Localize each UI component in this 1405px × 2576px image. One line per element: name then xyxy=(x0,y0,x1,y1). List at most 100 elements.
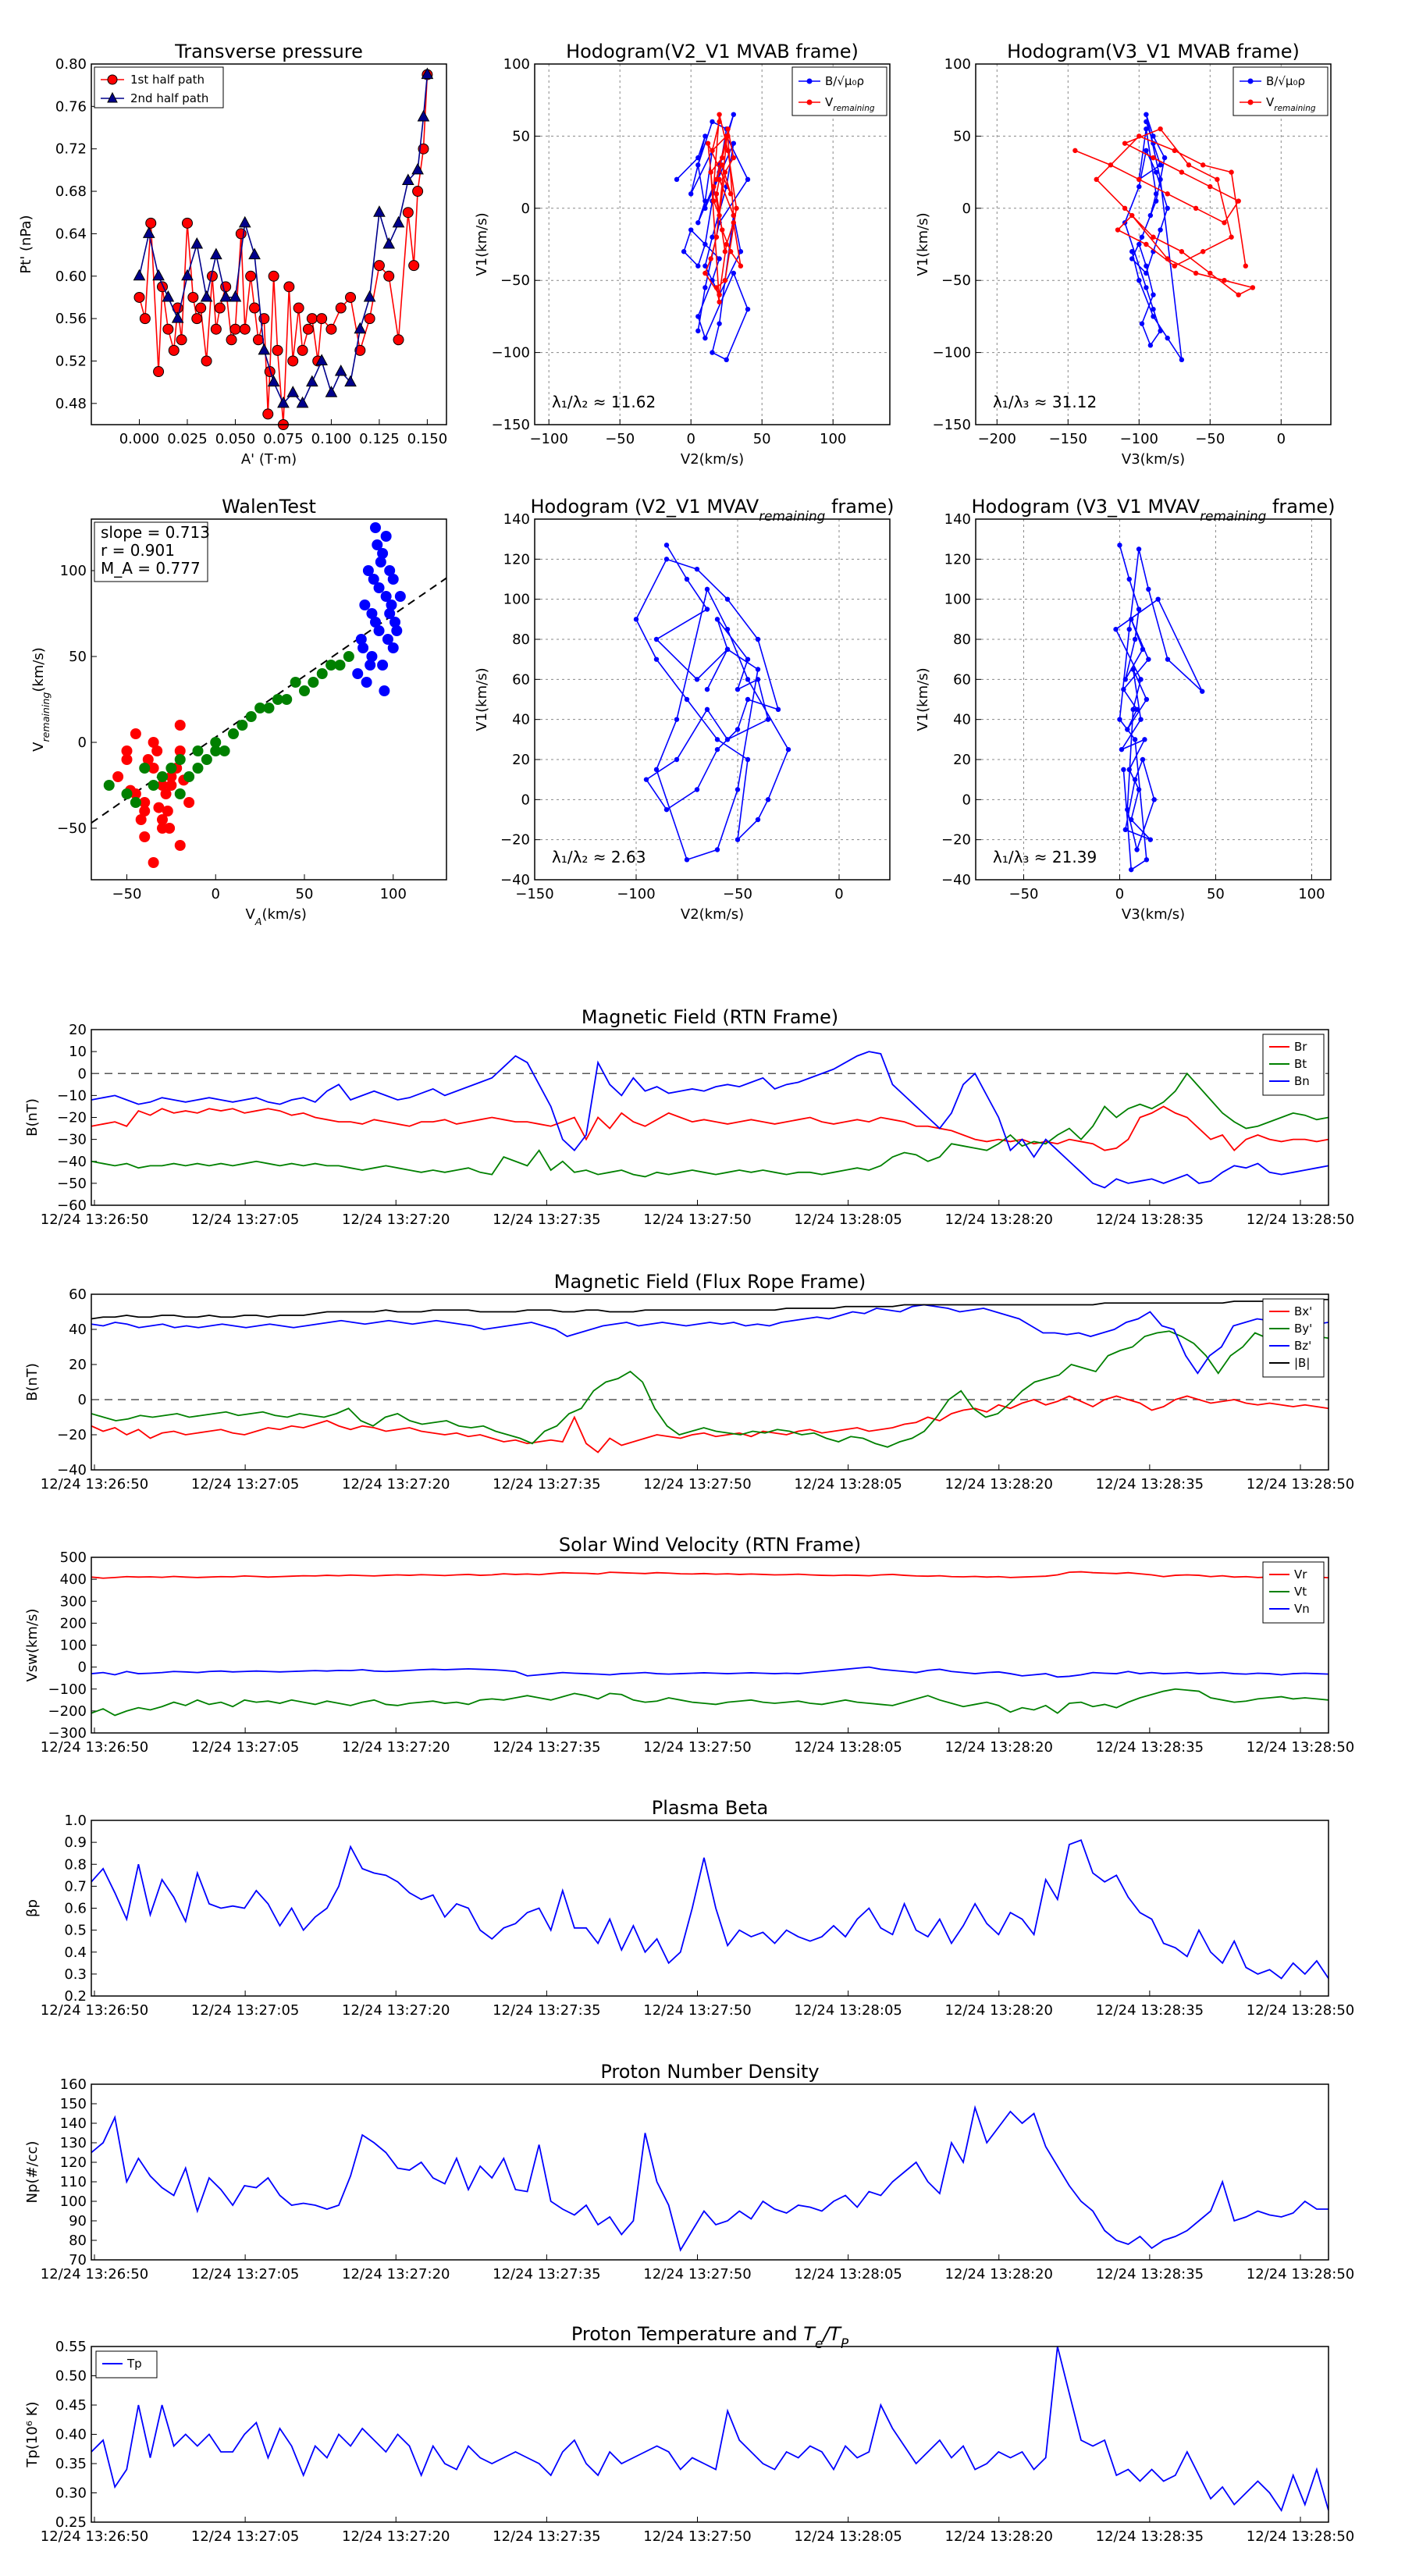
plot-area xyxy=(91,1298,1329,1453)
data-point xyxy=(1229,234,1234,240)
x-tick-label: 12/24 13:27:05 xyxy=(191,2528,299,2545)
x-tick-label: −50 xyxy=(605,431,635,447)
data-point xyxy=(731,141,736,146)
data-point xyxy=(130,728,141,739)
y-tick-label: 0.55 xyxy=(55,2339,87,2355)
data-point xyxy=(684,576,690,582)
data-point xyxy=(306,313,318,325)
data-point xyxy=(695,155,701,161)
data-point xyxy=(393,334,404,346)
data-point xyxy=(713,285,720,290)
legend-label: Bx' xyxy=(1294,1304,1312,1318)
data-point xyxy=(219,290,232,302)
y-tick-label: 100 xyxy=(944,592,971,608)
y-tick-label: 50 xyxy=(512,128,530,144)
plot-frame xyxy=(534,518,891,881)
chart-title: Solar Wind Velocity (RTN Frame) xyxy=(559,1534,861,1556)
x-tick-label: 12/24 13:26:50 xyxy=(41,1476,148,1493)
data-point xyxy=(174,745,186,756)
data-point xyxy=(1229,169,1234,175)
data-point xyxy=(731,220,736,226)
data-point xyxy=(725,133,731,139)
x-tick-label: −100 xyxy=(1120,431,1158,447)
data-point xyxy=(365,660,376,671)
data-point xyxy=(727,249,734,254)
data-point xyxy=(133,291,145,303)
data-point xyxy=(1158,176,1163,183)
x-tick-label: 0 xyxy=(212,886,220,902)
data-point xyxy=(1144,263,1149,269)
data-point xyxy=(187,291,199,303)
alfven-mach-value: M_A = 0.777 xyxy=(101,559,201,578)
data-point xyxy=(334,660,346,671)
data-point xyxy=(724,357,729,363)
y-tick-label: 100 xyxy=(60,563,87,579)
data-point xyxy=(1200,688,1205,694)
y-tick-label: 0 xyxy=(521,792,530,808)
data-point xyxy=(717,119,722,125)
y-tick-label: 0 xyxy=(78,735,87,751)
x-tick-label: −50 xyxy=(1195,431,1225,447)
data-point xyxy=(1144,148,1149,154)
y-tick-label: 0.80 xyxy=(55,56,87,73)
y-tick-label: 0.72 xyxy=(55,141,87,158)
x-tick-label: 0 xyxy=(686,431,695,447)
data-point xyxy=(148,737,159,748)
y-tick-label: 120 xyxy=(944,551,971,568)
data-point xyxy=(1121,767,1126,773)
data-point xyxy=(1134,847,1140,852)
data-point xyxy=(724,596,731,602)
legend-label: By' xyxy=(1294,1322,1312,1336)
data-point xyxy=(702,241,708,247)
y-axis-label: B(nT) xyxy=(24,1363,41,1401)
data-point xyxy=(1125,727,1130,732)
data-point xyxy=(1129,256,1135,262)
data-point xyxy=(359,600,371,610)
series-line xyxy=(91,2347,1329,2513)
data-point xyxy=(694,677,700,682)
y-tick-label: −20 xyxy=(941,832,971,849)
data-point xyxy=(344,375,357,387)
data-point xyxy=(1151,133,1156,139)
plot-area xyxy=(91,1839,1329,1980)
data-point xyxy=(181,269,194,281)
data-point xyxy=(237,720,248,731)
data-point xyxy=(745,176,751,183)
legend: Tp xyxy=(95,2350,158,2379)
data-point xyxy=(1243,263,1249,269)
data-point xyxy=(1119,746,1125,753)
chart-title: Proton Number Density xyxy=(600,2061,819,2083)
data-point xyxy=(290,677,301,688)
x-tick-label: 12/24 13:27:35 xyxy=(493,1212,600,1228)
data-point xyxy=(695,314,701,319)
data-point xyxy=(384,565,396,576)
data-point xyxy=(392,215,405,228)
data-point xyxy=(684,857,690,863)
x-tick-label: 100 xyxy=(380,886,407,902)
data-point xyxy=(714,617,720,622)
data-point xyxy=(713,191,720,197)
y-tick-label: 140 xyxy=(503,511,530,528)
chart-title: Plasma Beta xyxy=(652,1797,768,1819)
chart-title: Magnetic Field (RTN Frame) xyxy=(582,1006,838,1028)
y-tick-label: 0 xyxy=(78,1066,87,1082)
y-tick-label: 150 xyxy=(60,2096,87,2112)
data-point xyxy=(151,745,163,756)
data-point xyxy=(1151,306,1156,312)
data-point xyxy=(168,344,180,356)
y-tick-label: 0.2 xyxy=(64,1988,87,2005)
y-tick-label: 40 xyxy=(512,712,530,728)
data-point xyxy=(228,728,239,739)
data-point xyxy=(229,290,242,302)
data-point xyxy=(382,237,396,249)
data-point xyxy=(1144,285,1149,290)
y-tick-label: 40 xyxy=(69,1322,87,1338)
x-tick-label: 12/24 13:28:35 xyxy=(1096,1476,1204,1493)
y-tick-label: 0.4 xyxy=(64,1944,87,1961)
y-tick-label: −300 xyxy=(48,1725,87,1742)
data-point xyxy=(717,321,722,326)
x-tick-label: 12/24 13:27:50 xyxy=(643,2528,751,2545)
data-point xyxy=(1144,241,1149,247)
data-point xyxy=(1108,162,1114,168)
data-point xyxy=(1139,234,1145,240)
